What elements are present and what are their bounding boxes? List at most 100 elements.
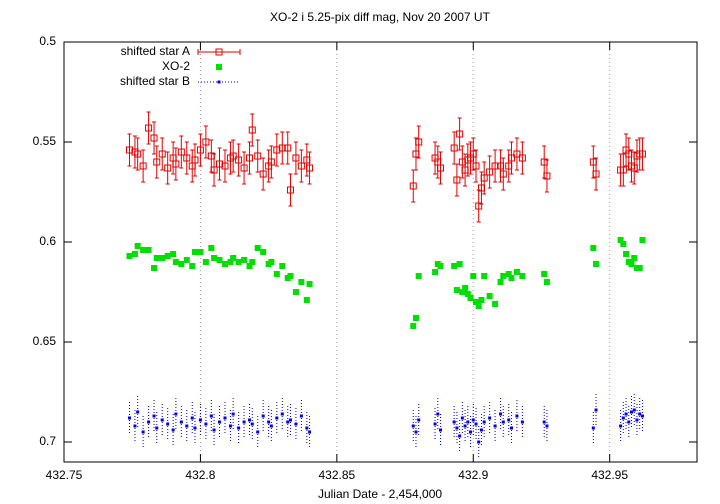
point xyxy=(505,271,512,277)
point xyxy=(481,273,488,279)
point xyxy=(147,420,151,424)
point xyxy=(254,152,262,160)
point xyxy=(452,420,456,424)
point xyxy=(279,263,286,269)
point xyxy=(202,138,210,146)
point xyxy=(464,291,471,297)
point xyxy=(458,434,462,438)
point xyxy=(242,420,246,424)
point xyxy=(158,150,166,158)
point xyxy=(267,158,275,166)
point xyxy=(412,315,419,321)
point xyxy=(231,412,235,416)
point xyxy=(638,150,646,158)
y-tick-label: 0.6 xyxy=(39,234,56,248)
point xyxy=(475,202,483,210)
point xyxy=(594,408,598,412)
point xyxy=(432,269,439,275)
point xyxy=(166,422,170,426)
point xyxy=(542,420,546,424)
point xyxy=(638,412,642,416)
point xyxy=(513,269,520,275)
point xyxy=(620,241,627,247)
point xyxy=(624,412,628,416)
point xyxy=(292,289,299,295)
legend-marker xyxy=(216,64,222,70)
point xyxy=(273,271,280,277)
point xyxy=(636,265,643,271)
point xyxy=(269,424,273,428)
point xyxy=(467,295,474,301)
point xyxy=(456,130,464,138)
legend-label: shifted star B xyxy=(120,74,190,88)
point xyxy=(179,420,183,424)
point xyxy=(221,261,228,267)
point xyxy=(133,424,137,428)
legend-label: XO-2 xyxy=(162,59,190,73)
point xyxy=(136,410,140,414)
point xyxy=(202,259,209,265)
point xyxy=(240,164,248,172)
point xyxy=(515,414,519,418)
point xyxy=(471,418,475,422)
point xyxy=(193,426,197,430)
point xyxy=(480,174,488,182)
point xyxy=(475,303,482,309)
point xyxy=(628,261,635,267)
point xyxy=(488,416,492,420)
point xyxy=(543,279,550,285)
point xyxy=(415,273,422,279)
point xyxy=(216,257,223,263)
point xyxy=(298,279,305,285)
point xyxy=(453,287,460,293)
point xyxy=(250,422,254,426)
point xyxy=(635,418,639,422)
point xyxy=(275,416,279,420)
point xyxy=(294,422,298,426)
point xyxy=(284,144,292,152)
point xyxy=(627,420,631,424)
point xyxy=(170,251,177,257)
point xyxy=(292,154,300,162)
point xyxy=(414,430,418,434)
x-tick-label: 432.95 xyxy=(591,468,628,482)
point xyxy=(621,416,625,420)
point xyxy=(470,273,477,279)
point xyxy=(278,144,286,152)
point xyxy=(248,418,252,422)
point xyxy=(466,420,470,424)
point xyxy=(455,426,459,430)
point xyxy=(197,249,204,255)
point xyxy=(439,428,443,432)
point xyxy=(308,430,312,434)
point xyxy=(198,418,202,422)
point xyxy=(218,420,222,424)
point xyxy=(499,412,503,416)
point xyxy=(164,253,171,259)
point xyxy=(640,414,644,418)
point xyxy=(460,416,464,420)
point xyxy=(437,263,444,269)
point xyxy=(246,263,253,269)
point xyxy=(145,124,153,132)
point xyxy=(223,416,227,420)
point xyxy=(305,426,309,430)
point xyxy=(164,164,172,172)
point xyxy=(183,257,190,263)
point xyxy=(286,186,294,194)
point xyxy=(450,144,458,152)
point xyxy=(478,297,485,303)
point xyxy=(287,273,294,279)
point xyxy=(456,261,463,267)
point xyxy=(497,279,504,285)
point xyxy=(508,275,515,281)
point xyxy=(177,148,185,156)
point xyxy=(260,249,267,255)
point xyxy=(486,293,493,299)
point xyxy=(228,424,232,428)
point xyxy=(415,138,423,146)
point xyxy=(153,158,161,166)
point xyxy=(212,428,216,432)
point xyxy=(268,259,275,265)
